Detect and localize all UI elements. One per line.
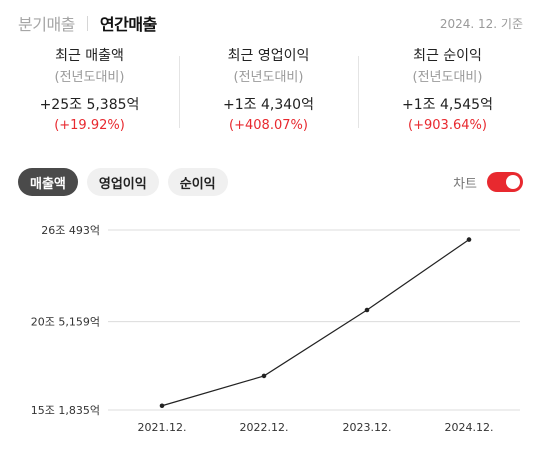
metric-change: (+408.07%) <box>229 118 308 133</box>
pill-revenue[interactable]: 매출액 <box>18 168 78 196</box>
pill-net-income[interactable]: 순이익 <box>167 168 228 196</box>
period-tabs: 분기매출 연간매출 2024. 12. 기준 <box>18 10 523 36</box>
revenue-series-line <box>161 239 470 407</box>
summary-metrics: 최근 매출액 (전년도대비) +25조 5,385억 (+19.92%) 최근 … <box>0 46 537 146</box>
metric-subtitle: (전년도대비) <box>54 70 125 85</box>
metric-title: 최근 영업이익 <box>227 48 310 64</box>
tab-annual-revenue[interactable]: 연간매출 <box>99 15 157 34</box>
x-tick-label: 2021.12. <box>138 421 187 434</box>
metric-net-income: 최근 순이익 (전년도대비) +1조 4,545억 (+903.64%) <box>358 46 537 146</box>
as-of-date: 2024. 12. 기준 <box>439 16 523 31</box>
chart-controls: 매출액 영업이익 순이익 차트 <box>18 168 523 196</box>
metric-change: (+19.92%) <box>54 118 125 133</box>
y-tick-label: 26조 493억 <box>41 224 100 237</box>
metric-subtitle: (전년도대비) <box>233 70 304 85</box>
metric-operating-income: 최근 영업이익 (전년도대비) +1조 4,340억 (+408.07%) <box>179 46 358 146</box>
metric-value: +1조 4,340억 <box>223 97 314 113</box>
data-point <box>364 307 370 313</box>
metric-value: +1조 4,545억 <box>402 97 493 113</box>
y-tick-label: 15조 1,835억 <box>31 404 100 417</box>
chart-toggle-group: 차트 <box>453 172 523 192</box>
metric-revenue: 최근 매출액 (전년도대비) +25조 5,385억 (+19.92%) <box>0 46 179 146</box>
y-tick-label: 20조 5,159억 <box>31 316 100 329</box>
revenue-line-chart: 15조 1,835억 20조 5,159억 26조 493억 2021.12. 2022… <box>31 224 520 434</box>
pill-operating-income[interactable]: 영업이익 <box>86 168 159 196</box>
metric-title: 최근 매출액 <box>55 48 124 64</box>
metric-title: 최근 순이익 <box>413 48 482 64</box>
metric-value: +25조 5,385억 <box>39 97 140 113</box>
revenue-chart: 15조 1,835억 20조 5,159억 26조 493억 2021.12. 2022… <box>0 210 537 468</box>
metric-subtitle: (전년도대비) <box>412 70 483 85</box>
data-point <box>261 373 267 379</box>
tab-quarterly-revenue[interactable]: 분기매출 <box>18 15 75 34</box>
x-tick-label: 2023.12. <box>343 421 392 434</box>
data-point <box>159 403 165 409</box>
data-point <box>466 237 472 242</box>
chart-toggle-switch[interactable] <box>487 172 523 192</box>
toggle-knob <box>506 175 520 189</box>
tab-divider <box>86 15 88 31</box>
x-tick-label: 2022.12. <box>240 421 289 434</box>
chart-toggle-label: 차트 <box>453 176 477 192</box>
metric-change: (+903.64%) <box>408 118 487 133</box>
x-tick-label: 2024.12. <box>445 421 494 434</box>
